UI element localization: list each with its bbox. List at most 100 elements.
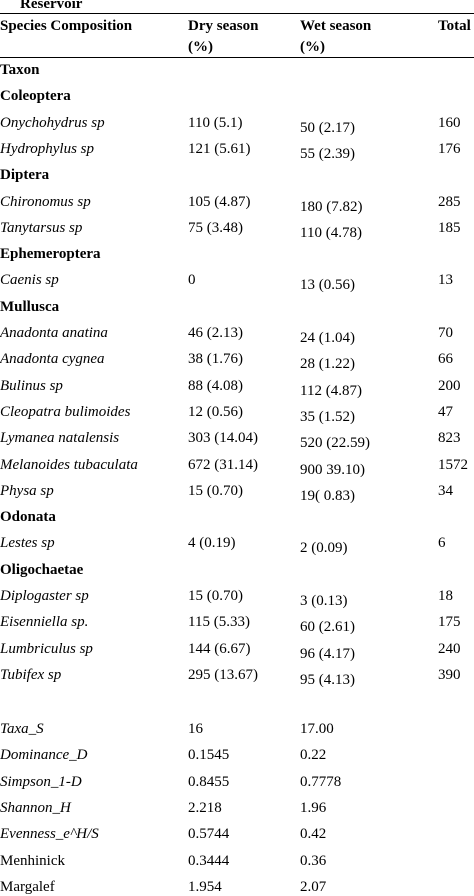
- total-value: 66: [438, 351, 453, 368]
- dry-season-value: 105 (4.87): [188, 193, 251, 210]
- wet-season-value: 180 (7.82): [300, 198, 363, 215]
- wet-season-value: 55 (2.39): [300, 145, 355, 162]
- diversity-wet-value: 0.36: [300, 852, 327, 869]
- wet-season-value: 110 (4.78): [300, 224, 362, 241]
- diversity-index-name: Margalef: [0, 878, 55, 895]
- species-name: Tubifex sp: [0, 666, 62, 683]
- species-name: Caenis sp: [0, 272, 59, 289]
- taxon-group-label: Oligochaetae: [0, 561, 84, 578]
- species-name: Anadonta cygnea: [0, 351, 105, 368]
- wet-season-value: 50 (2.17): [300, 119, 355, 136]
- wet-season-value: 2 (0.09): [300, 540, 348, 557]
- total-value: 240: [438, 640, 461, 657]
- diversity-dry-value: 0.5744: [188, 826, 230, 843]
- total-value: 200: [438, 377, 461, 394]
- diversity-index-name: Simpson_1-D: [0, 773, 82, 790]
- total-value: 1572: [438, 456, 468, 473]
- species-name: Cleopatra bulimoides: [0, 403, 131, 420]
- taxon-group-label: Odonata: [0, 509, 56, 526]
- wet-season-value: 3 (0.13): [300, 593, 348, 609]
- header-wet-season: Wet season: [300, 18, 372, 34]
- dry-season-value: 115 (5.33): [188, 614, 250, 631]
- header-dry-season: Dry season: [188, 18, 259, 34]
- dry-season-value: 88 (4.08): [188, 377, 243, 394]
- wet-season-value: 13 (0.56): [300, 277, 355, 294]
- diversity-dry-value: 16: [188, 721, 203, 737]
- wet-season-value: 95 (4.13): [300, 671, 355, 688]
- dry-season-value: 38 (1.76): [188, 351, 243, 368]
- wet-season-value: 35 (1.52): [300, 408, 355, 425]
- diversity-dry-value: 0.1545: [188, 747, 230, 764]
- wet-season-value: 24 (1.04): [300, 330, 355, 346]
- diversity-dry-value: 0.8455: [188, 773, 230, 790]
- dry-season-value: 46 (2.13): [188, 325, 243, 341]
- species-name: Chironomus sp: [0, 193, 91, 210]
- dry-season-value: 15 (0.70): [188, 482, 243, 499]
- wet-season-value: 96 (4.17): [300, 645, 355, 662]
- total-value: 285: [438, 193, 461, 210]
- diversity-dry-value: 2.218: [188, 799, 222, 816]
- species-name: Anadonta anatina: [0, 325, 108, 341]
- species-name: Hydrophylus sp: [0, 140, 95, 157]
- diversity-index-name: Menhinick: [0, 852, 65, 869]
- taxon-group-label: Diptera: [0, 167, 50, 184]
- header-total: Total: [438, 18, 471, 34]
- header-rule: [0, 57, 474, 58]
- species-name: Tanytarsus sp: [0, 219, 83, 236]
- dry-season-value: 0: [188, 272, 196, 289]
- species-name: Lymanea natalensis: [0, 430, 120, 447]
- diversity-wet-value: 0.42: [300, 826, 327, 843]
- wet-season-value: 900 39.10): [300, 461, 365, 478]
- species-name: Physa sp: [0, 482, 54, 499]
- dry-season-value: 295 (13.67): [188, 666, 258, 683]
- diversity-wet-value: 0.7778: [300, 773, 342, 790]
- dry-season-value: 110 (5.1): [188, 114, 243, 131]
- dry-season-value: 303 (14.04): [188, 430, 258, 447]
- diversity-index-name: Dominance_D: [0, 747, 88, 764]
- diversity-index-name: Evenness_e^H/S: [0, 826, 99, 843]
- table-title-fragment: Reservoir: [20, 0, 83, 12]
- total-value: 70: [438, 325, 453, 341]
- header-species: Species Composition: [0, 18, 133, 34]
- diversity-wet-value: 17.00: [300, 721, 334, 737]
- diversity-index-name: Shannon_H: [0, 799, 71, 816]
- species-name: Diplogaster sp: [0, 588, 89, 604]
- taxon-group-label: Mullusca: [0, 298, 60, 315]
- total-value: 47: [438, 403, 453, 420]
- dry-season-value: 12 (0.56): [188, 403, 243, 420]
- diversity-dry-value: 0.3444: [188, 852, 230, 869]
- wet-season-value: 19( 0.83): [300, 487, 355, 504]
- total-value: 176: [438, 140, 461, 157]
- header-dry-unit: (%): [188, 39, 213, 55]
- species-name: Melanoides tubaculata: [0, 456, 138, 473]
- dry-season-value: 672 (31.14): [188, 456, 258, 473]
- total-value: 160: [438, 114, 461, 131]
- dry-season-value: 15 (0.70): [188, 588, 243, 604]
- total-value: 823: [438, 430, 461, 447]
- species-name: Onychohydrus sp: [0, 114, 105, 131]
- species-name: Bulinus sp: [0, 377, 63, 394]
- total-value: 18: [438, 588, 453, 604]
- diversity-wet-value: 0.22: [300, 747, 327, 764]
- top-rule: [0, 13, 474, 14]
- total-value: 390: [438, 666, 461, 683]
- wet-season-value: 112 (4.87): [300, 382, 362, 399]
- wet-season-value: 60 (2.61): [300, 619, 355, 636]
- dry-season-value: 121 (5.61): [188, 140, 251, 157]
- species-name: Lumbriculus sp: [0, 640, 93, 657]
- dry-season-value: 75 (3.48): [188, 219, 243, 236]
- taxon-group-label: Coleoptera: [0, 88, 71, 105]
- diversity-wet-value: 1.96: [300, 799, 327, 816]
- wet-season-value: 520 (22.59): [300, 435, 370, 452]
- species-name: Lestes sp: [0, 535, 55, 552]
- total-value: 185: [438, 219, 461, 236]
- total-value: 175: [438, 614, 461, 631]
- taxon-group-label: Taxon: [0, 62, 40, 78]
- species-name: Eisenniella sp.: [0, 614, 89, 631]
- diversity-wet-value: 2.07: [300, 878, 327, 895]
- wet-season-value: 28 (1.22): [300, 356, 355, 373]
- diversity-dry-value: 1.954: [188, 878, 222, 895]
- taxon-group-label: Ephemeroptera: [0, 246, 101, 263]
- total-value: 13: [438, 272, 453, 289]
- total-value: 34: [438, 482, 453, 499]
